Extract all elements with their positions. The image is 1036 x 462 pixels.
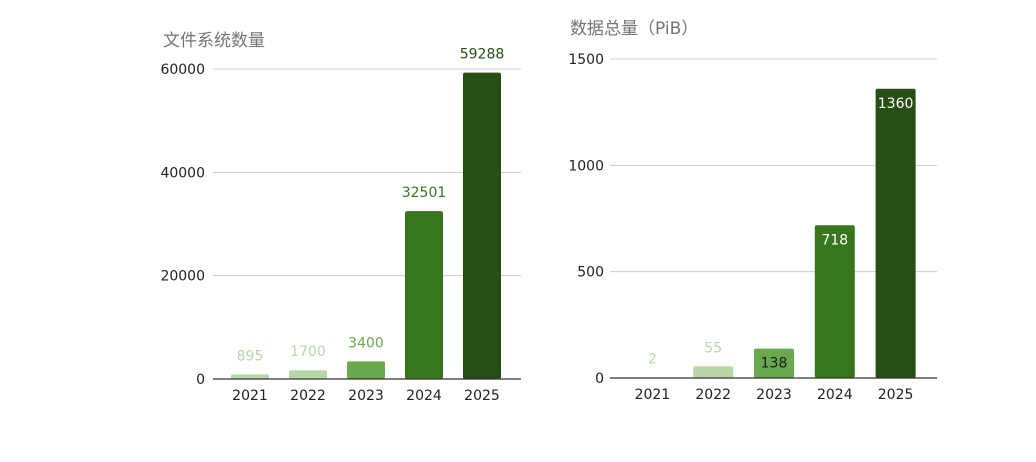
data-label-2025: 1360 xyxy=(878,96,914,112)
bar-2021 xyxy=(231,374,269,379)
x-tick-label: 2024 xyxy=(406,388,442,404)
data-label-2022: 1700 xyxy=(290,344,326,360)
y-tick-label: 0 xyxy=(595,371,604,387)
x-tick-label: 2023 xyxy=(756,387,792,403)
x-tick-label: 2022 xyxy=(695,387,731,403)
data-label-2025: 59288 xyxy=(460,47,505,63)
bar-2023 xyxy=(754,348,794,378)
x-tick-label: 2025 xyxy=(878,387,914,403)
data-label-2024: 32501 xyxy=(402,185,447,201)
x-tick-label: 2024 xyxy=(817,387,853,403)
bar-2024 xyxy=(814,225,855,378)
data-label-2023: 3400 xyxy=(348,335,384,351)
bar-2022 xyxy=(289,370,327,379)
y-tick-label: 0 xyxy=(196,372,205,388)
bar-2024 xyxy=(405,211,443,379)
y-tick-label: 500 xyxy=(577,265,604,281)
y-tick-label: 20000 xyxy=(160,269,205,285)
bar-2022 xyxy=(693,366,734,378)
y-tick-label: 1000 xyxy=(568,158,604,174)
data-label-2021: 2 xyxy=(648,352,657,368)
x-tick-label: 2023 xyxy=(348,388,384,404)
x-tick-label: 2022 xyxy=(290,388,326,404)
y-tick-label: 1500 xyxy=(568,52,604,68)
data-label-2023: 138 xyxy=(761,356,788,372)
chart-title: 文件系统数量 xyxy=(163,31,265,51)
bar-2025 xyxy=(463,72,501,380)
y-tick-label: 60000 xyxy=(160,62,205,78)
bar-2025 xyxy=(875,88,916,379)
x-tick-label: 2021 xyxy=(232,388,268,404)
data-label-2022: 55 xyxy=(704,340,722,356)
bar-2023 xyxy=(347,361,385,379)
x-tick-label: 2021 xyxy=(635,387,671,403)
x-tick-label: 2025 xyxy=(464,388,500,404)
y-tick-label: 40000 xyxy=(160,165,205,181)
data-label-2021: 895 xyxy=(237,348,264,364)
data-label-2024: 718 xyxy=(821,232,848,248)
chart-title: 数据总量（PiB） xyxy=(570,19,698,39)
